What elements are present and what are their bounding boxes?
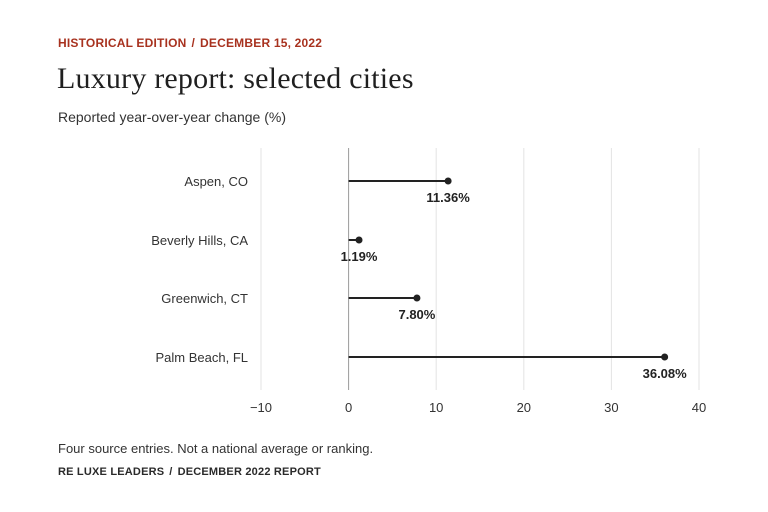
category-label: Aspen, CO: [184, 174, 248, 189]
kicker: HISTORICAL EDITION / DECEMBER 15, 2022: [58, 36, 323, 50]
edition-label: HISTORICAL EDITION: [58, 36, 187, 50]
edition-date: DECEMBER 15, 2022: [200, 36, 323, 50]
footnote: Four source entries. Not a national aver…: [58, 441, 374, 456]
x-tick-label: −10: [250, 400, 272, 415]
category-label: Greenwich, CT: [161, 291, 248, 306]
x-tick-label: 0: [345, 400, 352, 415]
x-tick-label: 10: [429, 400, 443, 415]
data-label: 7.80%: [398, 307, 435, 322]
data-label: 11.36%: [426, 190, 470, 205]
x-tick-label: 20: [517, 400, 531, 415]
lollipop-dot: [413, 294, 421, 302]
chart-title: Luxury report: selected cities: [57, 62, 414, 95]
source-report: DECEMBER 2022 REPORT: [177, 466, 321, 478]
category-label: Palm Beach, FL: [156, 350, 249, 365]
source-name: RE LUXE LEADERS: [58, 466, 165, 478]
data-label: 1.19%: [341, 249, 378, 264]
x-tick-label: 30: [604, 400, 618, 415]
lollipop-chart: −10 0 10 20 30 40 Aspen, CO 11.36% Beverly Hills…: [151, 148, 706, 415]
data-label: 36.08%: [643, 366, 688, 381]
source-line: RE LUXE LEADERS / DECEMBER 2022 REPORT: [58, 466, 321, 478]
x-tick-label: 40: [692, 400, 706, 415]
lollipop-dot: [661, 353, 669, 361]
lollipop-dot: [444, 177, 452, 185]
category-label: Beverly Hills, CA: [151, 233, 248, 248]
chart-subtitle: Reported year-over-year change (%): [58, 109, 286, 125]
lollipop-dot: [355, 236, 363, 244]
